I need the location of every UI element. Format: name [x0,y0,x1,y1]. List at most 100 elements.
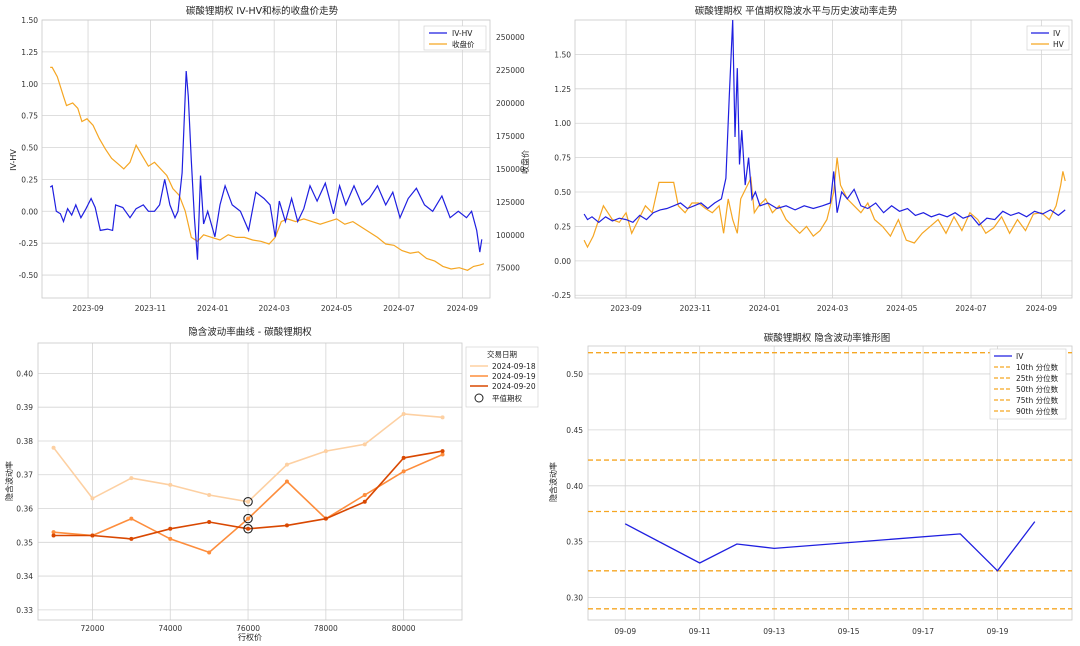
chart1-y2tick: 250000 [496,33,525,42]
chart3-xtick: 78000 [314,624,338,633]
chart-iv-smile: 隐含波动率曲线 - 碳酸锂期权 行权价 隐含波动率 0.330.340.350.… [4,326,539,642]
chart1-y2tick: 200000 [496,99,525,108]
chart4-xtick: 09-13 [763,627,785,636]
chart1-ytick: 0.50 [21,144,38,153]
chart3-point [51,533,56,538]
chart2-series-hv [583,157,1066,249]
chart3-ytick: 0.37 [16,471,33,480]
chart1-y2label: 收盘价 [520,150,530,174]
chart3-xtick: 76000 [236,624,260,633]
chart3-point [129,516,134,521]
chart3-point [440,449,445,454]
chart2-ytick: 0.00 [554,257,571,266]
chart2-ytick: 0.50 [554,188,571,197]
chart4-legend-iv: IV [1016,352,1024,361]
chart4-title: 碳酸锂期权 隐含波动率锥形图 [764,332,891,344]
chart3-point [284,523,289,528]
chart1-ytick: 1.00 [21,80,38,89]
chart2-xtick: 2024-05 [886,304,918,313]
chart3-atm-marker [243,513,253,524]
chart1-legend-ivhv: IV-HV [452,29,473,38]
chart1-xtick: 2024-03 [259,304,291,313]
chart4-legend-p25: 25th 分位数 [1016,373,1059,383]
chart3-point [90,533,95,538]
chart1-series-ivhv [49,70,483,260]
chart2-xtick: 2023-11 [680,304,712,313]
chart3-atm-marker [243,524,253,534]
chart1-xtick: 2023-09 [72,304,104,313]
chart4-legend-p10: 10th 分位数 [1016,362,1059,372]
chart3-point [168,536,173,541]
chart2-ytick: 0.75 [554,154,571,163]
chart1-xtick: 2024-09 [447,304,479,313]
chart2-title: 碳酸锂期权 平值期权隐波水平与历史波动率走势 [695,5,898,17]
chart4-xtick: 09-19 [987,627,1009,636]
chart1-y2tick: 175000 [496,132,525,141]
chart3-point [362,442,367,447]
chart1-ytick: -0.50 [19,271,39,280]
chart3-point [207,520,212,525]
chart3-ytick: 0.35 [16,538,33,547]
chart1-y2tick: 225000 [496,66,525,75]
chart3-point [168,526,173,531]
chart3-point [51,530,56,535]
chart3-point [284,462,289,467]
chart1-xtick: 2023-11 [135,304,167,313]
chart1-plot: 1.50 1.25 1.00 0.75 0.50 0.25 0.00 -0.25 -0.50 20… [19,16,525,313]
chart1-xtick: 2024-01 [197,304,229,313]
chart1-xtick: 2024-07 [383,304,415,313]
chart4-xtick: 09-15 [838,627,860,636]
chart3-point [90,496,95,501]
chart1-y2tick: 150000 [496,165,525,174]
chart3-frame [37,342,463,621]
chart1-y2tick: 75000 [496,264,520,273]
chart4-xtick: 09-09 [614,627,636,636]
chart4-legend-p50: 50th 分位数 [1016,384,1059,394]
chart1-legend-close: 收盘价 [452,39,475,49]
chart4-xtick: 09-11 [689,627,711,636]
chart2-legend-hv: HV [1053,40,1065,49]
chart2-legend-iv: IV [1053,29,1061,38]
chart3-legend-d3: 2024-09-20 [492,382,536,391]
chart1-ytick: 1.25 [21,48,38,57]
chart3-point [207,493,212,498]
chart1-title: 碳酸锂期权 IV-HV和标的收盘价走势 [186,5,339,17]
chart3-point [129,476,134,481]
chart4-xtick: 09-17 [912,627,934,636]
chart1-ytick: 0.00 [21,207,38,216]
chart3-legend-d1: 2024-09-18 [492,362,536,371]
chart4-plot: 0.30 0.35 0.40 0.45 0.50 09-09 09-11 09-13 09-15… [566,345,1073,636]
chart4-legend: IV 10th 分位数 25th 分位数 50th 分位数 75th 分位数 9… [989,348,1067,420]
chart3-point [362,499,367,504]
chart3-plot: 0.33 0.34 0.35 0.36 0.37 0.38 0.39 0.40 72000 740… [16,342,463,633]
chart4-legend-p90: 90th 分位数 [1016,406,1059,416]
chart1-series-close [50,66,485,271]
chart2-xtick: 2024-03 [817,304,849,313]
chart1-y2tick: 125000 [496,198,525,207]
chart1-ytick: -0.25 [19,239,39,248]
chart3-ytick: 0.34 [16,572,33,581]
chart2-ytick: 0.25 [554,222,571,231]
chart4-ytick: 0.45 [566,426,583,435]
chart2-xtick: 2023-09 [610,304,642,313]
chart3-legend-atm: 平值期权 [492,393,522,403]
chart4-series-iv [624,521,1036,572]
chart3-legend-d2: 2024-09-19 [492,372,536,381]
chart1-frame [41,19,491,299]
chart2-legend: IV HV [1026,25,1070,51]
chart-iv-hv-close: 碳酸锂期权 IV-HV和标的收盘价走势 IV-HV 收盘价 1.501.251.… [9,5,530,313]
chart2-series-iv [583,19,1066,226]
chart3-point [323,449,328,454]
chart4-ytick: 0.40 [566,482,583,491]
chart1-legend: IV-HV 收盘价 [423,25,487,51]
chart3-ytick: 0.38 [16,437,33,446]
chart2-xtick: 2024-07 [955,304,987,313]
chart3-point [362,493,367,498]
chart4-ytick: 0.30 [566,594,583,603]
chart1-xtick: 2024-05 [321,304,353,313]
chart4-frame [587,345,1073,621]
chart2-xtick: 2024-01 [749,304,781,313]
chart4-ylabel: 隐含波动率 [548,462,558,502]
chart1-y2tick: 100000 [496,231,525,240]
